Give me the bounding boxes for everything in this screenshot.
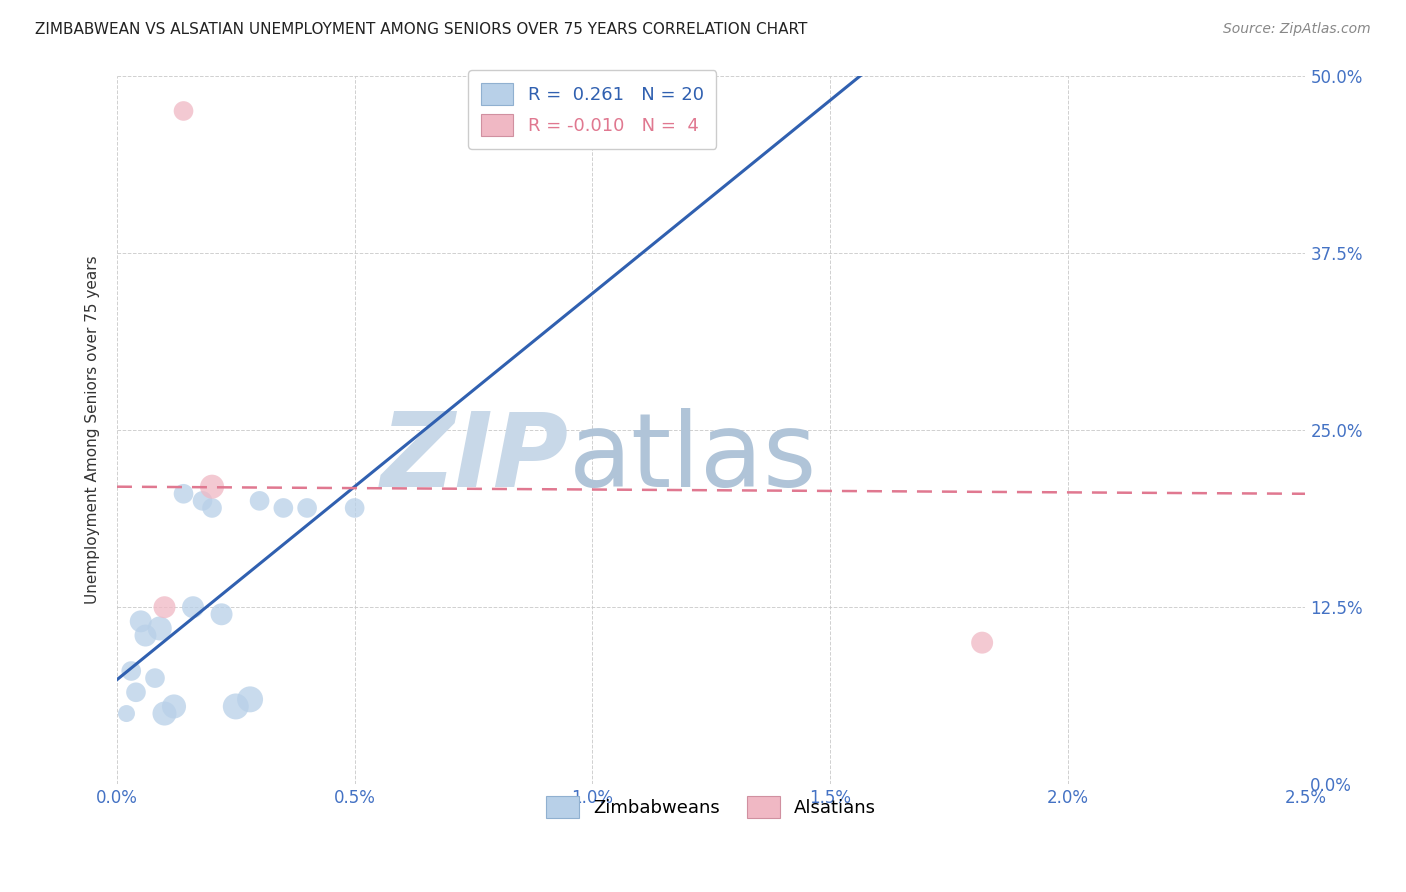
Point: [972, 635, 994, 649]
Point: [149, 622, 172, 636]
Point: [153, 600, 176, 615]
Point: [201, 480, 224, 494]
Point: [125, 685, 148, 699]
Point: [273, 500, 295, 515]
Text: ZIP: ZIP: [381, 408, 568, 508]
Point: [153, 706, 176, 721]
Point: [115, 706, 138, 721]
Point: [191, 494, 214, 508]
Point: [181, 600, 204, 615]
Point: [343, 500, 366, 515]
Point: [129, 615, 152, 629]
Point: [201, 500, 224, 515]
Point: [225, 699, 247, 714]
Point: [163, 699, 186, 714]
Text: ZIMBABWEAN VS ALSATIAN UNEMPLOYMENT AMONG SENIORS OVER 75 YEARS CORRELATION CHAR: ZIMBABWEAN VS ALSATIAN UNEMPLOYMENT AMON…: [35, 22, 807, 37]
Point: [120, 664, 142, 678]
Legend: Zimbabweans, Alsatians: Zimbabweans, Alsatians: [538, 789, 883, 825]
Point: [143, 671, 166, 685]
Point: [134, 629, 156, 643]
Point: [211, 607, 233, 622]
Text: Source: ZipAtlas.com: Source: ZipAtlas.com: [1223, 22, 1371, 37]
Point: [239, 692, 262, 706]
Y-axis label: Unemployment Among Seniors over 75 years: Unemployment Among Seniors over 75 years: [86, 256, 100, 604]
Text: atlas: atlas: [568, 408, 817, 508]
Point: [295, 500, 318, 515]
Point: [173, 103, 195, 118]
Point: [173, 487, 195, 501]
Point: [249, 494, 271, 508]
